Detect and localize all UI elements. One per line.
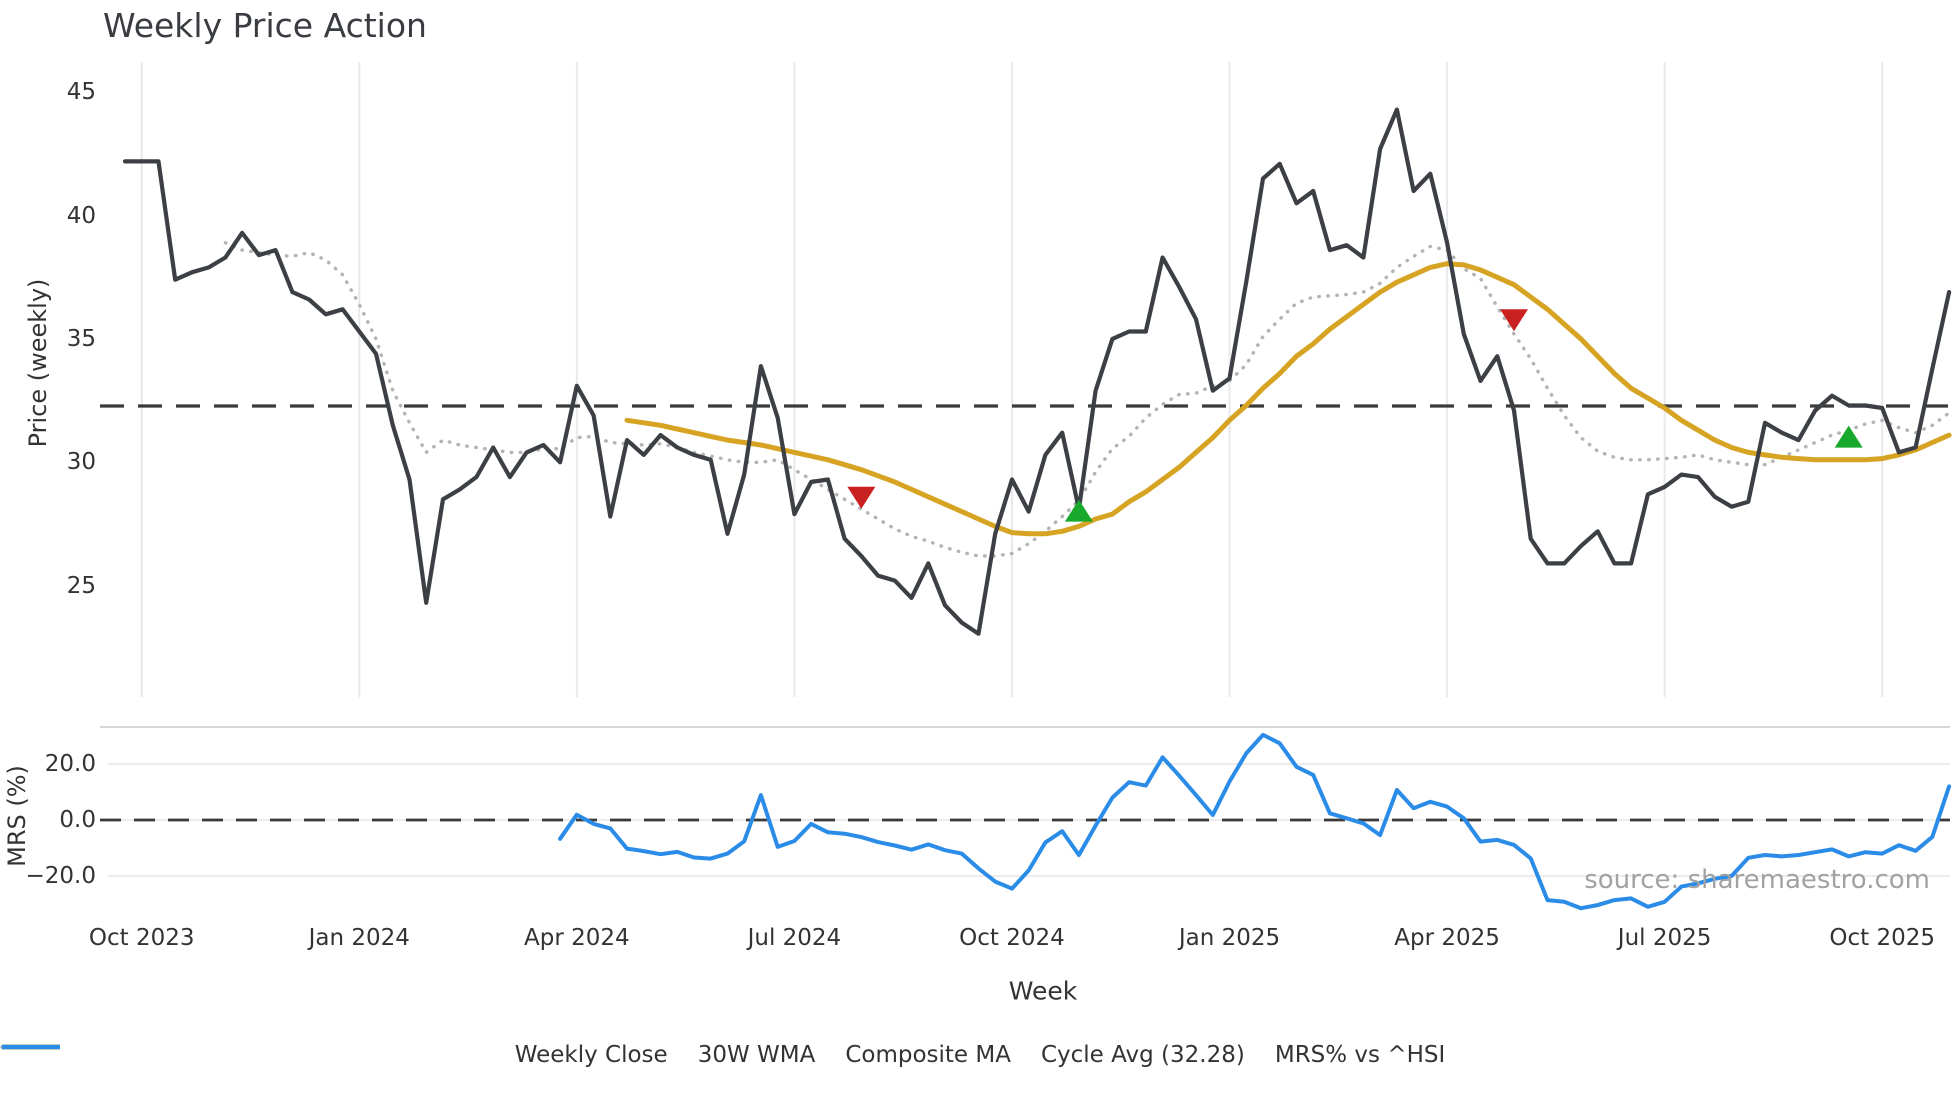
xtick-jan-2025: Jan 2025 [1178,925,1281,951]
xtick-jul-2025: Jul 2025 [1617,925,1712,951]
buy-signal-marker-1 [1064,499,1093,522]
xtick-oct-2024: Oct 2024 [959,925,1065,951]
legend: Weekly Close 30W WMA Composite MA Cycle Avg… [0,1042,1960,1068]
composite-ma-line [223,241,1951,558]
xtick-jan-2024: Jan 2024 [308,925,410,951]
price-ytick-25: 25 [66,572,96,599]
sell-signal-marker-0 [847,486,876,509]
mrs-ytick--20: −20.0 [25,863,96,889]
sell-signal-marker-2 [1500,309,1529,332]
legend-item-composite-ma: Composite MA [0,1042,1011,1068]
legend-swatch-icon [2,1044,60,1050]
mrs-ytick-0: 0.0 [59,807,96,833]
legend-label: Composite MA [845,1042,1011,1068]
x-axis-label: Week [1008,976,1078,1006]
xtick-oct-2023: Oct 2023 [88,925,195,951]
price-ytick-35: 35 [66,325,96,352]
source-watermark: source: sharemaestro.com [1584,865,1930,895]
legend-label: Weekly Close [514,1042,668,1068]
legend-item-30w-wma: 30W WMA [2,1042,816,1068]
legend-label: Cycle Avg (32.28) [1040,1042,1245,1068]
wma30-line [624,261,1952,537]
price-ytick-45: 45 [66,79,96,106]
legend-label: 30W WMA [697,1042,816,1068]
xtick-apr-2024: Apr 2024 [524,925,630,951]
xtick-apr-2025: Apr 2025 [1394,925,1500,951]
buy-signal-marker-3 [1834,425,1863,448]
mrs-line [558,732,1952,911]
chart-title: Weekly Price Action [103,6,427,45]
legend-item-mrs-vs-hsi: MRS% vs ^HSI [2,1042,1446,1068]
price-ytick-30: 30 [66,449,96,476]
price-axis-label: Price (weekly) [24,278,52,448]
mrs-ytick-20: 20.0 [44,751,96,777]
price-ytick-40: 40 [66,202,96,229]
legend-item-cycle-avg-32-28-: Cycle Avg (32.28) [2,1042,1245,1068]
xtick-jul-2024: Jul 2024 [747,925,842,951]
xtick-oct-2025: Oct 2025 [1829,925,1935,951]
legend-item-weekly-close: Weekly Close [2,1042,668,1068]
weekly-close-line [122,107,1952,636]
legend-label: MRS% vs ^HSI [1274,1042,1446,1068]
